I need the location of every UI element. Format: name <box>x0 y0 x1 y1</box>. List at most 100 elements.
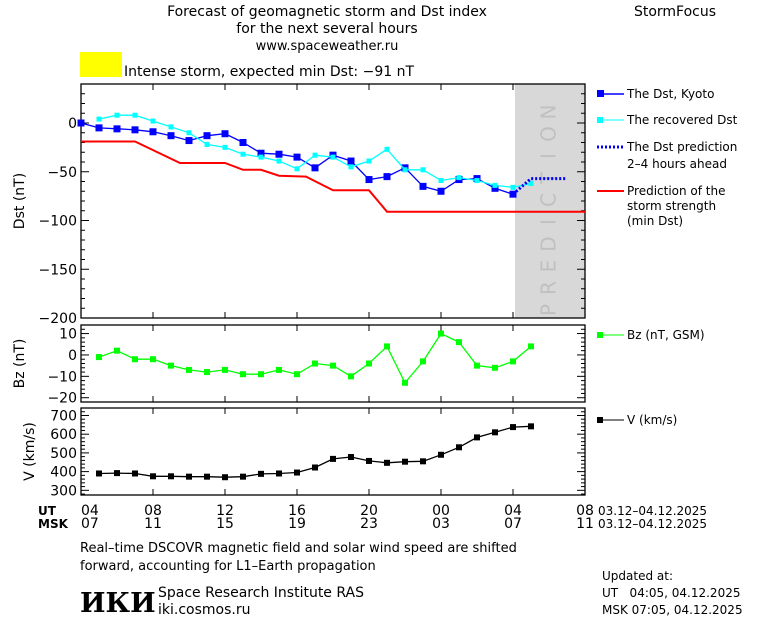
data-point <box>419 182 427 190</box>
msk-tick-label: 07 <box>81 516 99 532</box>
data-point <box>96 470 102 477</box>
ut-tick-label: 16 <box>288 503 306 519</box>
iki-logo: ИКИ <box>80 588 156 619</box>
institute-name: Space Research Institute RAS <box>158 585 364 601</box>
data-point <box>474 434 480 441</box>
site-url[interactable]: www.spaceweather.ru <box>256 39 399 54</box>
y-tick-label: −10 <box>47 369 77 385</box>
dst-axis-label: Dst (nT) <box>12 173 28 229</box>
v-panel: 700 600 500 400 300 V (km/s) <box>22 407 586 499</box>
data-point <box>204 141 210 147</box>
institute-site[interactable]: iki.cosmos.ru <box>158 602 250 618</box>
legend-strength-line2: storm strength <box>627 199 716 213</box>
legend: The Dst, Kyoto The recovered Dst The Dst… <box>597 87 738 427</box>
data-point <box>222 366 228 373</box>
data-point <box>348 164 354 170</box>
data-point <box>132 356 138 363</box>
ut-tick-label: 12 <box>216 503 234 519</box>
prediction-letter: N <box>537 105 561 120</box>
data-point <box>456 175 462 181</box>
data-point <box>150 356 156 363</box>
data-point <box>528 343 534 350</box>
data-point <box>510 184 516 190</box>
data-point <box>456 444 462 451</box>
data-point <box>77 119 85 127</box>
data-point <box>222 474 228 481</box>
data-point <box>186 366 192 373</box>
storm-status: Intense storm, expected min Dst: −91 nT <box>124 64 414 80</box>
msk-tick-label: 11 <box>144 516 162 532</box>
data-point <box>312 464 318 471</box>
v-plot-frame <box>80 407 586 496</box>
data-point <box>438 451 444 458</box>
data-point <box>240 473 246 480</box>
brand-name: StormFocus <box>634 4 716 20</box>
data-point <box>258 470 264 477</box>
y-tick-label: −100 <box>39 214 77 230</box>
y-tick-label: −20 <box>47 391 77 407</box>
data-point <box>420 358 426 365</box>
legend-strength-line3: (min Dst) <box>627 214 683 228</box>
msk-tick-label: 11 <box>576 516 594 532</box>
data-point <box>510 358 516 365</box>
series-dst-3 <box>81 140 585 213</box>
y-tick-label: 0 <box>68 116 77 132</box>
prediction-letter: C <box>537 193 561 207</box>
data-point <box>384 459 390 466</box>
data-point <box>114 470 120 477</box>
updated-ut: UT 04:05, 04.12.2025 <box>602 586 740 600</box>
prediction-letter: E <box>537 260 561 273</box>
prediction-letter: I <box>537 153 561 159</box>
legend-marker-v <box>597 417 603 423</box>
ut-tick-label: 00 <box>432 503 450 519</box>
data-point <box>491 184 499 192</box>
prediction-letter: D <box>537 236 561 251</box>
data-point <box>312 360 318 367</box>
data-point <box>294 166 300 172</box>
series-line <box>98 114 532 188</box>
data-point <box>96 354 102 361</box>
ut-tick-label: 08 <box>144 503 162 519</box>
data-point <box>474 362 480 369</box>
prediction-letter: I <box>537 219 561 225</box>
data-point <box>204 369 210 376</box>
data-point <box>168 362 174 369</box>
msk-date-range: 03.12–04.12.2025 <box>598 517 707 531</box>
footer-note-line2: forward, accounting for L1–Earth propaga… <box>80 559 376 574</box>
legend-v: V (km/s) <box>627 413 677 427</box>
data-point <box>132 470 138 477</box>
y-tick-label: −150 <box>39 262 77 278</box>
data-point <box>420 167 426 173</box>
series-line <box>81 140 585 213</box>
data-point <box>348 454 354 461</box>
data-point <box>312 152 318 158</box>
data-point <box>420 458 426 465</box>
legend-marker-bz <box>597 332 603 338</box>
data-point <box>366 158 372 164</box>
data-point <box>492 364 498 371</box>
series-dst-2 <box>512 177 567 196</box>
series-dst-0 <box>77 119 517 198</box>
storm-level-indicator <box>80 52 122 77</box>
y-tick-label: 500 <box>50 446 77 462</box>
data-point <box>510 424 516 431</box>
v-axis-label: V (km/s) <box>22 422 38 481</box>
data-point <box>330 154 336 160</box>
data-point <box>204 473 210 480</box>
prediction-letter: O <box>537 126 561 142</box>
data-point <box>114 347 120 354</box>
data-point <box>240 371 246 378</box>
data-point <box>384 343 390 350</box>
data-point <box>113 125 121 133</box>
legend-bz: Bz (nT, GSM) <box>627 328 705 342</box>
series-line <box>512 177 567 196</box>
data-point <box>258 371 264 378</box>
data-point <box>330 362 336 369</box>
legend-strength-line1: Prediction of the <box>627 184 726 198</box>
legend-prediction-line2: 2–4 hours ahead <box>627 157 727 171</box>
y-tick-label: 0 <box>68 348 77 364</box>
msk-tick-label: 15 <box>216 516 234 532</box>
data-point <box>365 176 373 184</box>
